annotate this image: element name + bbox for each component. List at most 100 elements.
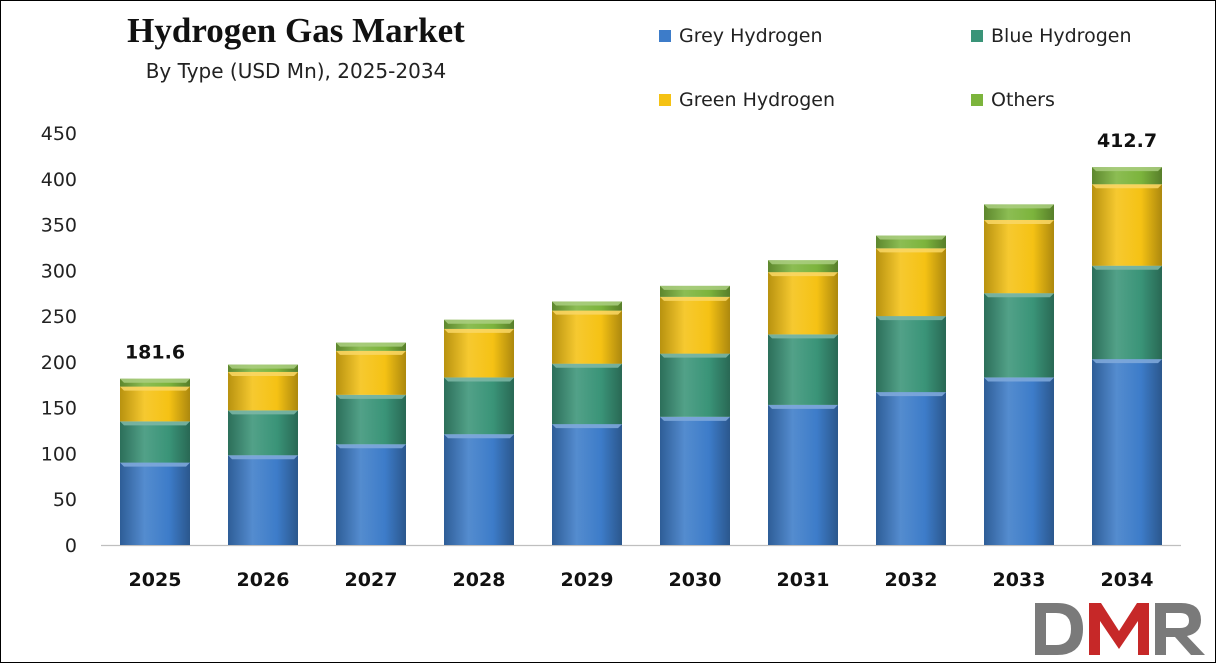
x-tick-label: 2033 — [993, 569, 1046, 591]
bar-segment-bevel — [1092, 359, 1162, 364]
bar-segment-grey-hydrogen — [552, 424, 622, 545]
chart-title: Hydrogen Gas Market — [127, 11, 465, 50]
bar-segment-blue-hydrogen — [120, 421, 190, 463]
y-tick-label: 400 — [41, 169, 77, 191]
bar-segment-bevel — [660, 353, 730, 358]
bar-segment-bevel — [876, 316, 946, 321]
logo-letter-r — [1155, 603, 1205, 655]
bar-segment-grey-hydrogen — [660, 416, 730, 545]
bar-segment-green-hydrogen — [228, 371, 298, 411]
y-tick-label: 100 — [41, 443, 77, 465]
bar-segment-bevel — [444, 319, 514, 324]
legend-label: Blue Hydrogen — [991, 25, 1132, 47]
y-tick-label: 50 — [53, 489, 77, 511]
bar-segment-green-hydrogen — [1092, 184, 1162, 266]
bar-segment-bevel — [552, 310, 622, 315]
bar-segment-others — [552, 301, 622, 311]
bar-segment-green-hydrogen — [336, 350, 406, 395]
legend-label: Others — [991, 89, 1055, 111]
chart-subtitle: By Type (USD Mn), 2025-2034 — [145, 59, 447, 83]
bar-segment-others — [768, 260, 838, 273]
bar-segment-bevel — [120, 386, 190, 391]
bar-segment-grey-hydrogen — [228, 455, 298, 545]
legend-label: Grey Hydrogen — [679, 25, 823, 47]
x-tick-label: 2029 — [561, 569, 614, 591]
x-tick-label: 2030 — [669, 569, 722, 591]
bar-segment-grey-hydrogen — [768, 404, 838, 545]
bar-segment-bevel — [1092, 184, 1162, 189]
bar-segment-bevel — [984, 293, 1054, 298]
bar-segment-others — [660, 285, 730, 297]
bar-segment-bevel — [660, 296, 730, 301]
x-tick-label: 2032 — [885, 569, 938, 591]
bar-segment-bevel — [876, 248, 946, 253]
bar-segment-blue-hydrogen — [984, 293, 1054, 378]
y-tick-label: 450 — [41, 123, 77, 145]
bar-segment-blue-hydrogen — [336, 394, 406, 445]
bar-segment-blue-hydrogen — [876, 316, 946, 393]
y-tick-label: 250 — [41, 306, 77, 328]
bar-segment-bevel — [120, 421, 190, 426]
bar-segment-others — [336, 342, 406, 351]
bar-segment-grey-hydrogen — [336, 444, 406, 545]
bar-segment-bevel — [336, 350, 406, 355]
bar-segment-bevel — [768, 404, 838, 409]
bar-segment-grey-hydrogen — [876, 392, 946, 545]
bar-segment-others — [1092, 167, 1162, 185]
y-tick-label: 0 — [65, 535, 77, 557]
bar-segment-green-hydrogen — [552, 310, 622, 364]
bar-segment-bevel — [336, 444, 406, 449]
logo-letter-d — [1035, 603, 1083, 655]
x-tick-label: 2028 — [453, 569, 506, 591]
bar-segment-green-hydrogen — [120, 386, 190, 422]
bar-segment-bevel — [336, 342, 406, 347]
bar-segment-bevel — [444, 434, 514, 439]
data-label-total: 412.7 — [1097, 130, 1157, 152]
bar-segment-blue-hydrogen — [660, 353, 730, 417]
bar-segment-grey-hydrogen — [444, 434, 514, 545]
bar-segment-bevel — [336, 394, 406, 399]
bar-segment-grey-hydrogen — [1092, 359, 1162, 545]
bar-segment-green-hydrogen — [444, 328, 514, 378]
legend-item-grey-hydrogen: Grey Hydrogen — [659, 25, 823, 47]
bar-segment-bevel — [444, 328, 514, 333]
bar-segment-bevel — [768, 260, 838, 265]
bar-segment-bevel — [228, 410, 298, 415]
bar-segment-bevel — [768, 272, 838, 277]
bar-segment-blue-hydrogen — [444, 377, 514, 435]
bar-segment-bevel — [984, 219, 1054, 224]
bar-segment-blue-hydrogen — [552, 363, 622, 425]
bar-segment-bevel — [1092, 167, 1162, 172]
x-tick-label: 2026 — [237, 569, 290, 591]
x-tick-label: 2031 — [777, 569, 830, 591]
bar-segment-bevel — [876, 392, 946, 397]
x-tick-label: 2025 — [129, 569, 182, 591]
legend-item-blue-hydrogen: Blue Hydrogen — [971, 25, 1132, 47]
data-label-total: 181.6 — [125, 342, 185, 364]
x-tick-label: 2027 — [345, 569, 398, 591]
bar-segment-bevel — [876, 235, 946, 240]
legend-swatch-others — [971, 94, 983, 106]
bar-segment-green-hydrogen — [876, 248, 946, 317]
bar-segment-bevel — [228, 364, 298, 369]
bar-segment-blue-hydrogen — [1092, 265, 1162, 360]
bar-segment-grey-hydrogen — [120, 462, 190, 545]
bar-segment-bevel — [552, 363, 622, 368]
bar-segment-bevel — [660, 285, 730, 290]
legend-swatch-green-hydrogen — [659, 94, 671, 106]
bar-segment-bevel — [1092, 265, 1162, 270]
bar-segment-bevel — [552, 424, 622, 429]
bar-segment-bevel — [120, 378, 190, 383]
bar-segment-bevel — [444, 377, 514, 382]
bar-segment-bevel — [984, 204, 1054, 209]
bar-segment-bevel — [552, 301, 622, 306]
y-tick-label: 150 — [41, 398, 77, 420]
y-tick-label: 350 — [41, 215, 77, 237]
legend-label: Green Hydrogen — [679, 89, 835, 111]
dmr-logo — [1035, 603, 1205, 655]
bar-segment-grey-hydrogen — [984, 377, 1054, 545]
y-tick-label: 200 — [41, 352, 77, 374]
legend-item-green-hydrogen: Green Hydrogen — [659, 89, 835, 111]
